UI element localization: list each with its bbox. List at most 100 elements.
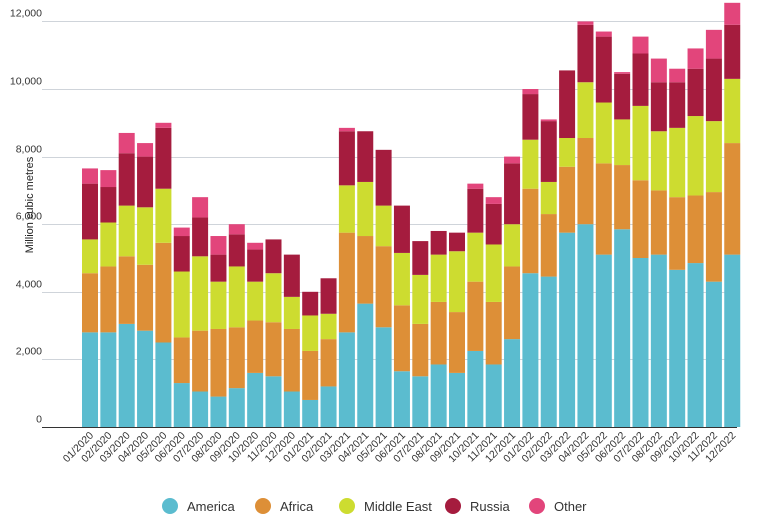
- bar-segment-america: [228, 388, 245, 427]
- bar-segment-africa: [577, 138, 594, 225]
- bar-segment-middle-east: [632, 105, 649, 181]
- bar-segment-africa: [320, 339, 337, 387]
- bar-segment-middle-east: [724, 78, 741, 144]
- bar-segment-middle-east: [283, 296, 300, 329]
- bar-segment-middle-east: [173, 271, 190, 338]
- bar-segment-russia: [559, 70, 576, 139]
- bar-segment-middle-east: [705, 121, 722, 193]
- bar-segment-russia: [412, 241, 429, 275]
- bar-segment-america: [247, 372, 264, 427]
- bar-segment-other: [485, 197, 502, 204]
- bar-segment-russia: [687, 68, 704, 117]
- legend-label: Other: [554, 499, 587, 514]
- bar-segment-russia: [650, 82, 667, 132]
- bar-segment-russia: [522, 94, 539, 140]
- bar-segment-other: [173, 227, 190, 237]
- bar-segment-africa: [82, 273, 98, 333]
- bar-segment-middle-east: [210, 281, 227, 329]
- bar-segment-america: [705, 281, 722, 427]
- bar-segment-america: [522, 273, 539, 427]
- bar-segment-america: [393, 371, 410, 427]
- bar-segment-america: [430, 364, 447, 427]
- bar-segment-russia: [137, 156, 154, 208]
- bar-segment-middle-east: [669, 127, 686, 198]
- legend-label: Middle East: [364, 499, 432, 514]
- bar-segment-middle-east: [577, 82, 594, 139]
- bar-segment-america: [724, 254, 741, 427]
- bar-segment-america: [357, 303, 374, 427]
- bar-segment-middle-east: [393, 252, 410, 306]
- bar-segment-america: [449, 372, 465, 427]
- bar-segment-russia: [393, 205, 410, 253]
- legend-item-africa: Africa: [255, 498, 314, 514]
- bar-segment-america: [302, 399, 319, 427]
- bar-segment-america: [540, 276, 557, 427]
- bar-segment-america: [82, 332, 98, 427]
- bar-segment-russia: [614, 73, 631, 120]
- bar-segment-middle-east: [449, 251, 465, 313]
- bar-segment-other: [540, 119, 557, 122]
- bar-segment-other: [192, 197, 209, 218]
- bar-segment-middle-east: [357, 181, 374, 237]
- bar-segment-other: [724, 2, 741, 25]
- bar-segment-africa: [283, 328, 300, 392]
- bar-segment-russia: [320, 278, 337, 314]
- bar-segment-russia: [632, 53, 649, 106]
- bar-segment-other: [632, 36, 649, 54]
- bar-segment-africa: [595, 163, 612, 255]
- bar-segment-russia: [504, 163, 521, 225]
- bar-segment-middle-east: [467, 232, 484, 282]
- bar-segment-africa: [118, 256, 135, 324]
- bar-segment-africa: [192, 330, 209, 392]
- bar-segment-russia: [228, 234, 245, 267]
- bar-segment-other: [210, 236, 227, 255]
- bar-segment-america: [320, 386, 337, 427]
- legend-swatch: [445, 498, 461, 514]
- bar-segment-america: [632, 258, 649, 427]
- bar-segment-russia: [485, 203, 502, 245]
- bar-segment-russia: [192, 217, 209, 257]
- bar-segment-middle-east: [540, 181, 557, 215]
- bar-stacks: [82, 2, 741, 427]
- bar-segment-russia: [302, 291, 319, 316]
- bar-segment-other: [228, 224, 245, 235]
- bar-segment-america: [559, 232, 576, 427]
- bar-segment-russia: [449, 232, 465, 252]
- bar-segment-russia: [357, 131, 374, 182]
- bar-segment-middle-east: [265, 273, 282, 323]
- bar-segment-africa: [173, 337, 190, 384]
- bar-segment-africa: [614, 165, 631, 230]
- y-tick-label: 0: [36, 414, 42, 426]
- bar-segment-america: [687, 263, 704, 427]
- bar-segment-america: [100, 332, 117, 427]
- bar-segment-russia: [265, 239, 282, 274]
- bar-segment-russia: [210, 254, 227, 282]
- bar-segment-russia: [595, 36, 612, 103]
- bar-segment-other: [118, 132, 135, 154]
- bar-segment-russia: [283, 254, 300, 297]
- bar-segment-africa: [632, 180, 649, 258]
- bar-segment-america: [650, 254, 667, 427]
- bar-segment-middle-east: [650, 131, 667, 191]
- bar-segment-russia: [375, 149, 392, 206]
- bar-segment-africa: [100, 266, 117, 333]
- bar-segment-middle-east: [614, 119, 631, 166]
- bar-segment-other: [705, 29, 722, 59]
- legend-item-middle-east: Middle East: [339, 498, 432, 514]
- y-tick-label: 6,000: [16, 211, 42, 223]
- bar-segment-africa: [302, 350, 319, 400]
- bar-segment-other: [82, 168, 98, 184]
- legend-label: America: [187, 499, 235, 514]
- legend-swatch: [255, 498, 271, 514]
- y-tick-label: 8,000: [16, 144, 42, 156]
- bar-segment-russia: [430, 230, 447, 255]
- y-tick-label: 2,000: [16, 346, 42, 358]
- bar-segment-other: [687, 48, 704, 69]
- bar-segment-america: [669, 269, 686, 427]
- y-axis-title: Million cubic metres: [24, 156, 36, 253]
- bar-segment-america: [118, 323, 135, 427]
- bar-segment-middle-east: [522, 139, 539, 189]
- bar-segment-middle-east: [412, 274, 429, 324]
- bar-segment-russia: [118, 153, 135, 206]
- bar-segment-africa: [430, 301, 447, 365]
